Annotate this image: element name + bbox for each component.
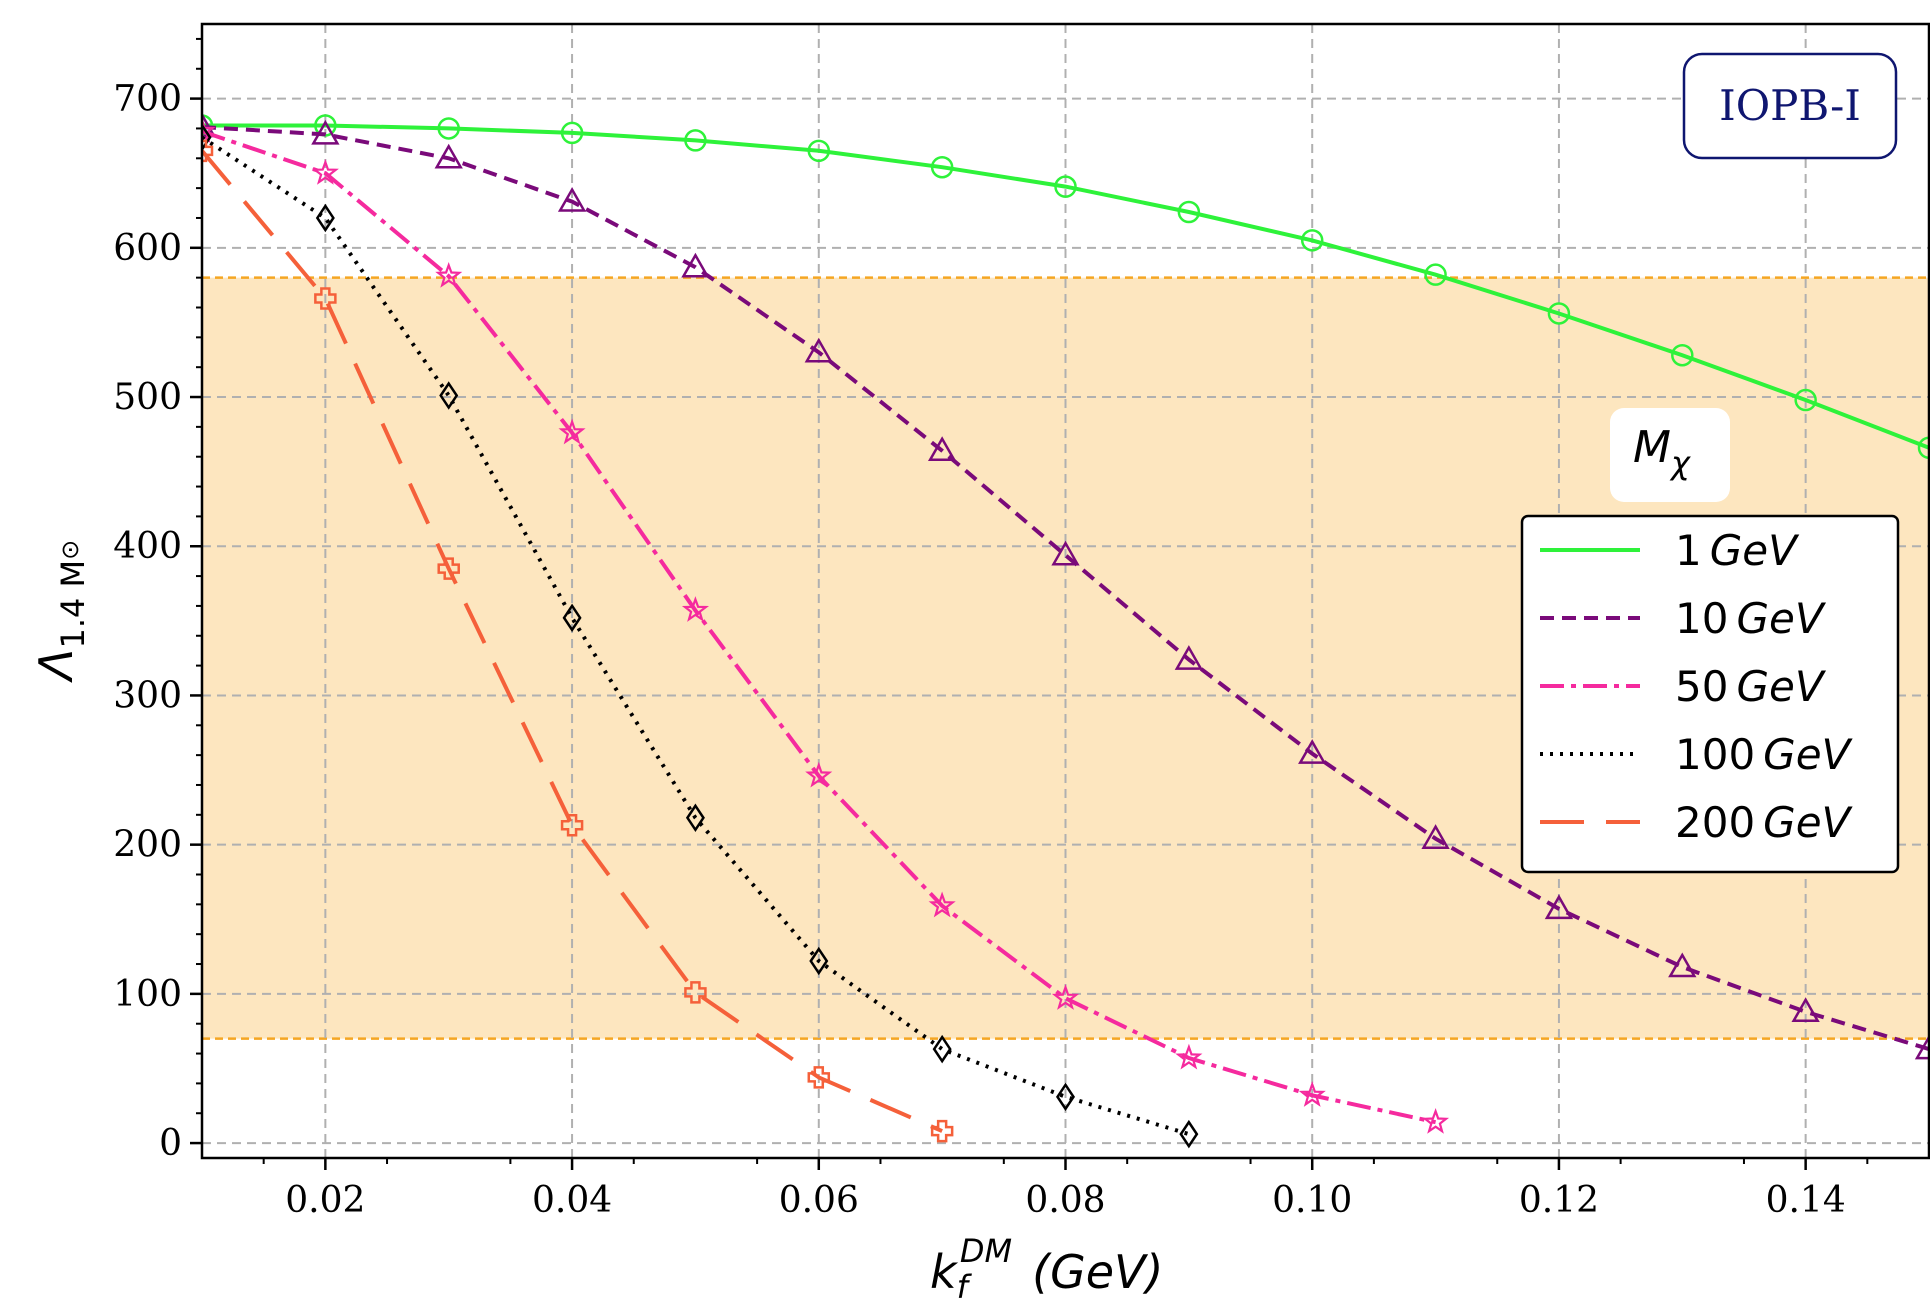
x-tick-label: 0.14 [1766, 1180, 1846, 1221]
y-tick-label: 400 [113, 526, 182, 567]
data-point [202, 112, 217, 138]
data-point [1547, 302, 1571, 325]
legend: 1 GeV 10 GeV 50 GeV 100 GeV 200 GeV [1520, 514, 1900, 874]
data-point [1054, 175, 1077, 198]
data-point [1179, 1119, 1199, 1149]
data-point [930, 155, 954, 179]
y-axis-label: Λ1.4 M⊙ [29, 540, 92, 683]
y-tick-label: 200 [113, 825, 182, 866]
data-point [1917, 436, 1929, 460]
data-point [1422, 1107, 1450, 1134]
data-point [434, 143, 463, 169]
data-point [681, 252, 710, 278]
data-point [202, 114, 214, 137]
series-line [202, 125, 1929, 1052]
data-point [314, 287, 337, 310]
data-point [1421, 824, 1450, 849]
data-point [930, 1119, 954, 1143]
series-line [202, 123, 1929, 450]
data-point [1177, 200, 1201, 224]
data-point [1055, 1082, 1076, 1112]
y-tick-label: 100 [113, 974, 182, 1015]
data-point [437, 117, 460, 140]
x-tick-label: 0.12 [1519, 1180, 1599, 1221]
data-point [202, 123, 212, 152]
series-line [202, 129, 1437, 1125]
legend-title: Mχ [1633, 422, 1691, 482]
annotation-text: IOPB-I [1719, 81, 1861, 130]
data-point [558, 418, 586, 445]
data-point [1544, 894, 1574, 920]
series-3 [202, 123, 1199, 1149]
data-point [809, 946, 829, 976]
series-line [202, 149, 943, 1133]
data-point [1914, 1034, 1929, 1060]
series-4 [202, 139, 954, 1143]
data-point [311, 158, 339, 185]
data-point [1424, 263, 1447, 286]
data-point [1671, 343, 1694, 367]
series-line [202, 135, 1190, 1137]
series-2 [202, 117, 1450, 1134]
data-point [1175, 1043, 1203, 1070]
x-tick-label: 0.04 [532, 1180, 612, 1221]
x-tick-label: 0.02 [285, 1180, 365, 1221]
data-point [557, 187, 587, 212]
data-point [1174, 645, 1204, 670]
data-point [562, 603, 582, 633]
legend-title-box: Mχ [1610, 408, 1730, 502]
data-point [1051, 540, 1080, 566]
series-1 [202, 112, 1929, 1060]
data-point [685, 803, 705, 833]
legend-label: 50 GeV [1675, 662, 1827, 711]
data-point [927, 436, 957, 461]
data-point [804, 337, 833, 363]
data-point [560, 121, 584, 145]
data-point [1794, 388, 1817, 412]
data-point [202, 117, 216, 143]
series-layer [202, 112, 1929, 1149]
x-tick-label: 0.10 [1272, 1180, 1352, 1221]
y-tick-label: 0 [159, 1123, 182, 1164]
data-point [1051, 983, 1080, 1010]
data-point [1298, 739, 1327, 764]
annotation-box: IOPB-I [1682, 52, 1898, 160]
data-point [202, 139, 214, 163]
data-point [1298, 1081, 1326, 1107]
data-point [1668, 952, 1697, 978]
axis-ticks: 0.02 0.04 0.06 0.08 0.10 0.12 0.14 0 100 200 300 40… [113, 37, 1869, 1221]
y-tick-label: 500 [113, 377, 182, 418]
data-point [1791, 997, 1820, 1023]
data-point [928, 891, 956, 918]
data-point [315, 203, 335, 233]
series-0 [202, 114, 1929, 460]
grid [202, 24, 1929, 1158]
data-point [932, 1034, 952, 1064]
x-tick-label: 0.08 [1025, 1180, 1105, 1221]
legend-label: 200 GeV [1675, 798, 1854, 847]
y-tick-label: 700 [113, 79, 182, 120]
data-point [805, 761, 833, 788]
data-point [437, 557, 460, 580]
data-point [684, 981, 707, 1004]
data-point [439, 381, 459, 410]
data-point [807, 1066, 831, 1089]
y-tick-label: 600 [113, 228, 182, 269]
x-tick-label: 0.06 [779, 1180, 859, 1221]
data-point [1300, 229, 1324, 252]
data-point [560, 814, 584, 837]
legend-label: 100 GeV [1675, 730, 1854, 779]
data-point [311, 119, 340, 145]
legend-label: 1 GeV [1675, 526, 1800, 575]
data-point [807, 139, 831, 163]
data-point [681, 596, 710, 622]
y-tick-label: 300 [113, 675, 182, 716]
data-point [435, 261, 463, 288]
data-point [684, 129, 707, 152]
x-axis-label: kfDM (GeV) [930, 1232, 1163, 1306]
legend-label: 10 GeV [1675, 594, 1827, 643]
